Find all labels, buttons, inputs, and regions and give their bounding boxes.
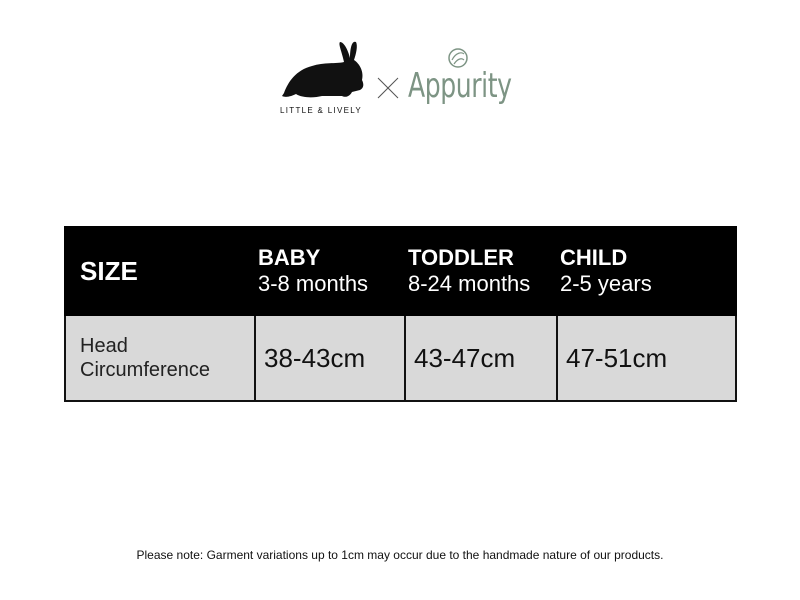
column-range: 8-24 months	[408, 271, 531, 296]
table-header-row: SIZE BABY 3-8 months TODDLER 8-24 months…	[64, 226, 737, 316]
column-name: CHILD	[560, 245, 628, 270]
cell-child: 47-51cm	[556, 314, 737, 402]
row-label-line: Head	[80, 335, 128, 357]
row-label-line: Circumference	[80, 359, 211, 381]
column-name: BABY	[258, 245, 321, 270]
little-and-lively-logo-text: LITTLE & LIVELY	[280, 106, 363, 115]
row-label: Head Circumference	[64, 314, 256, 402]
column-name: TODDLER	[408, 245, 514, 270]
column-range: 2-5 years	[560, 271, 652, 296]
rabbit-logo-icon	[282, 41, 468, 99]
column-header-child: CHILD 2-5 years	[556, 226, 737, 316]
footnote: Please note: Garment variations up to 1c…	[136, 548, 664, 562]
column-header-toddler: TODDLER 8-24 months	[404, 226, 558, 316]
size-chart-table: SIZE BABY 3-8 months TODDLER 8-24 months…	[64, 226, 737, 402]
column-range: 3-8 months	[258, 271, 369, 296]
cell-toddler: 43-47cm	[404, 314, 558, 402]
size-header: SIZE	[64, 226, 256, 316]
column-header-baby: BABY 3-8 months	[254, 226, 406, 316]
appurity-logo-text: Appurity	[408, 66, 512, 106]
cell-baby: 38-43cm	[254, 314, 406, 402]
appurity-leaf-icon	[448, 48, 468, 68]
table-row: Head Circumference 38-43cm 43-47cm 47-51…	[64, 314, 737, 402]
